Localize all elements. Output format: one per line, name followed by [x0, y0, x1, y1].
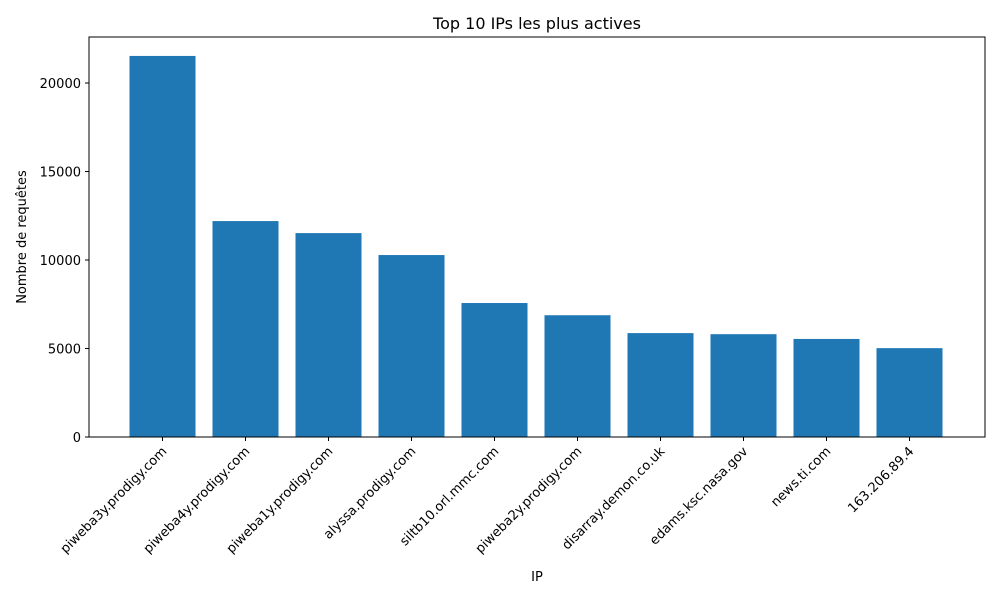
- y-tick-label: 10000: [40, 254, 81, 269]
- bar-10: [876, 348, 943, 437]
- y-tick-label: 20000: [40, 77, 81, 92]
- x-tick-label: news.ti.com: [768, 444, 834, 510]
- y-tick-label: 5000: [48, 343, 81, 358]
- chart-title: Top 10 IPs les plus actives: [432, 14, 641, 33]
- x-tick-label: alyssa.prodigy.com: [321, 444, 419, 542]
- plot-frame: [88, 36, 986, 438]
- y-axis-label: Nombre de requêtes: [15, 170, 30, 304]
- x-axis-label: IP: [531, 570, 543, 585]
- y-tick-label: 0: [73, 431, 81, 446]
- bar-4: [378, 255, 445, 437]
- x-axis: piweba3y.prodigy.compiweba4y.prodigy.com…: [58, 437, 917, 557]
- y-axis: 0 5000 10000 15000 20000: [40, 77, 89, 446]
- bar-8: [710, 334, 777, 437]
- bar-9: [793, 338, 860, 437]
- bars-group: [129, 55, 943, 438]
- bar-7: [627, 333, 694, 437]
- bar-2: [212, 221, 279, 437]
- bar-3: [295, 233, 362, 437]
- bar-6: [544, 315, 611, 437]
- bar-1: [129, 55, 196, 438]
- bar-5: [461, 303, 528, 437]
- y-tick-label: 15000: [40, 166, 81, 181]
- x-tick-label: 163.206.89.4: [845, 444, 917, 516]
